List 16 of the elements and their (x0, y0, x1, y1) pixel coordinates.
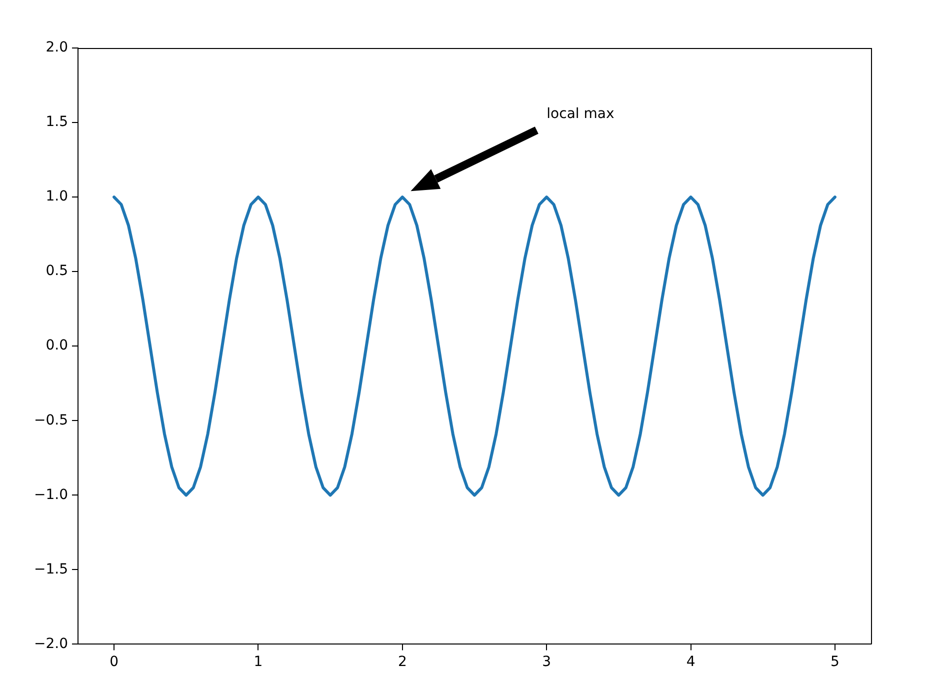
y-tick-label: 1.0 (46, 188, 68, 205)
y-tick-label: −0.5 (34, 412, 68, 428)
y-tick-label: 0.5 (46, 263, 68, 280)
y-tick-label: 1.5 (46, 114, 68, 130)
annotation: local max (546, 106, 614, 122)
x-tick-label: 1 (254, 654, 263, 670)
x-tick-label: 4 (686, 654, 696, 670)
y-tick-label: 0.0 (46, 338, 68, 354)
y-tick-label: −2.0 (34, 636, 68, 652)
y-tick-label: −1.5 (34, 561, 68, 578)
y-tick-label: −1.0 (34, 486, 68, 503)
x-tick-label: 0 (110, 654, 118, 670)
x-tick-label: 5 (830, 654, 840, 670)
x-tick-label: 3 (542, 654, 552, 670)
x-tick-label: 2 (398, 654, 407, 670)
y-tick-label: 2.0 (46, 40, 68, 56)
